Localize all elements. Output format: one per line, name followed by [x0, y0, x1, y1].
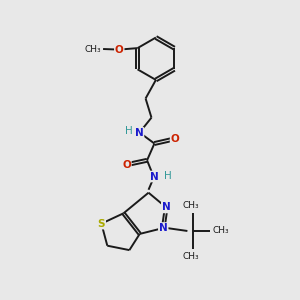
Text: CH₃: CH₃ [213, 226, 229, 236]
Text: O: O [115, 45, 124, 55]
Text: CH₃: CH₃ [85, 44, 102, 53]
Text: CH₃: CH₃ [183, 201, 200, 210]
Text: O: O [122, 160, 131, 170]
Text: N: N [159, 223, 168, 233]
Text: CH₃: CH₃ [183, 252, 200, 261]
Text: N: N [150, 172, 159, 182]
Text: N: N [135, 128, 143, 138]
Text: O: O [171, 134, 179, 144]
Text: H: H [124, 126, 132, 136]
Text: S: S [98, 219, 105, 229]
Text: N: N [162, 202, 171, 212]
Text: H: H [164, 171, 172, 181]
